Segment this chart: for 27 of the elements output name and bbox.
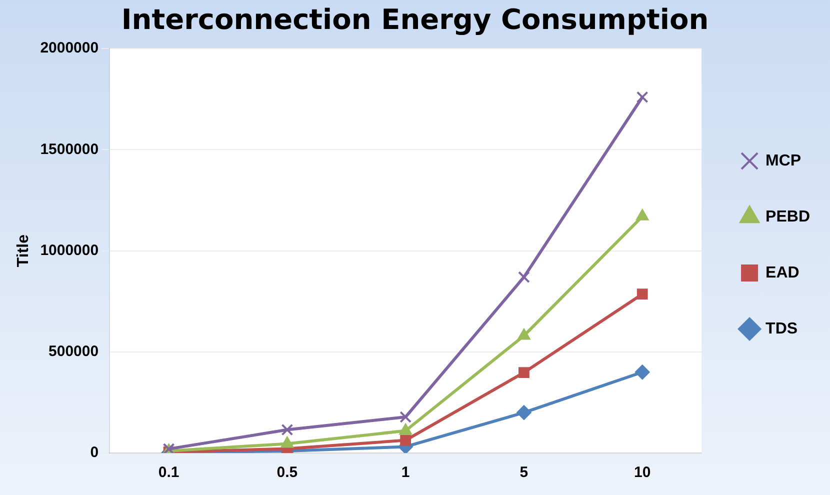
- point: [634, 364, 650, 380]
- point: [400, 411, 412, 423]
- legend-label: PEBD: [766, 208, 810, 226]
- legend-label: EAD: [766, 264, 800, 282]
- x-tick-label: 5: [520, 464, 528, 482]
- y-tick-label: 2000000: [40, 40, 99, 57]
- chart-title: Interconnection Energy Consumption: [121, 3, 709, 36]
- point: [636, 91, 648, 104]
- y-axis-title: Title: [15, 234, 32, 268]
- point: [281, 424, 294, 436]
- x-tick-label: 0.1: [158, 464, 180, 482]
- point: [516, 405, 532, 420]
- point: [636, 288, 648, 300]
- point: [399, 423, 412, 435]
- point: [518, 367, 530, 378]
- x-tick-label: 0.5: [276, 464, 298, 482]
- legend-label: TDS: [766, 320, 798, 338]
- point: [280, 436, 294, 448]
- legend-label: MCP: [766, 152, 802, 170]
- y-tick-label: 500000: [48, 343, 99, 360]
- x-tick-label: 1: [401, 464, 410, 482]
- x-tick-label: 10: [634, 464, 651, 482]
- point: [400, 434, 412, 446]
- y-tick-label: 1500000: [40, 140, 99, 158]
- point: [518, 271, 530, 284]
- y-tick-label: 0: [90, 444, 99, 462]
- y-tick-label: 1000000: [40, 242, 99, 259]
